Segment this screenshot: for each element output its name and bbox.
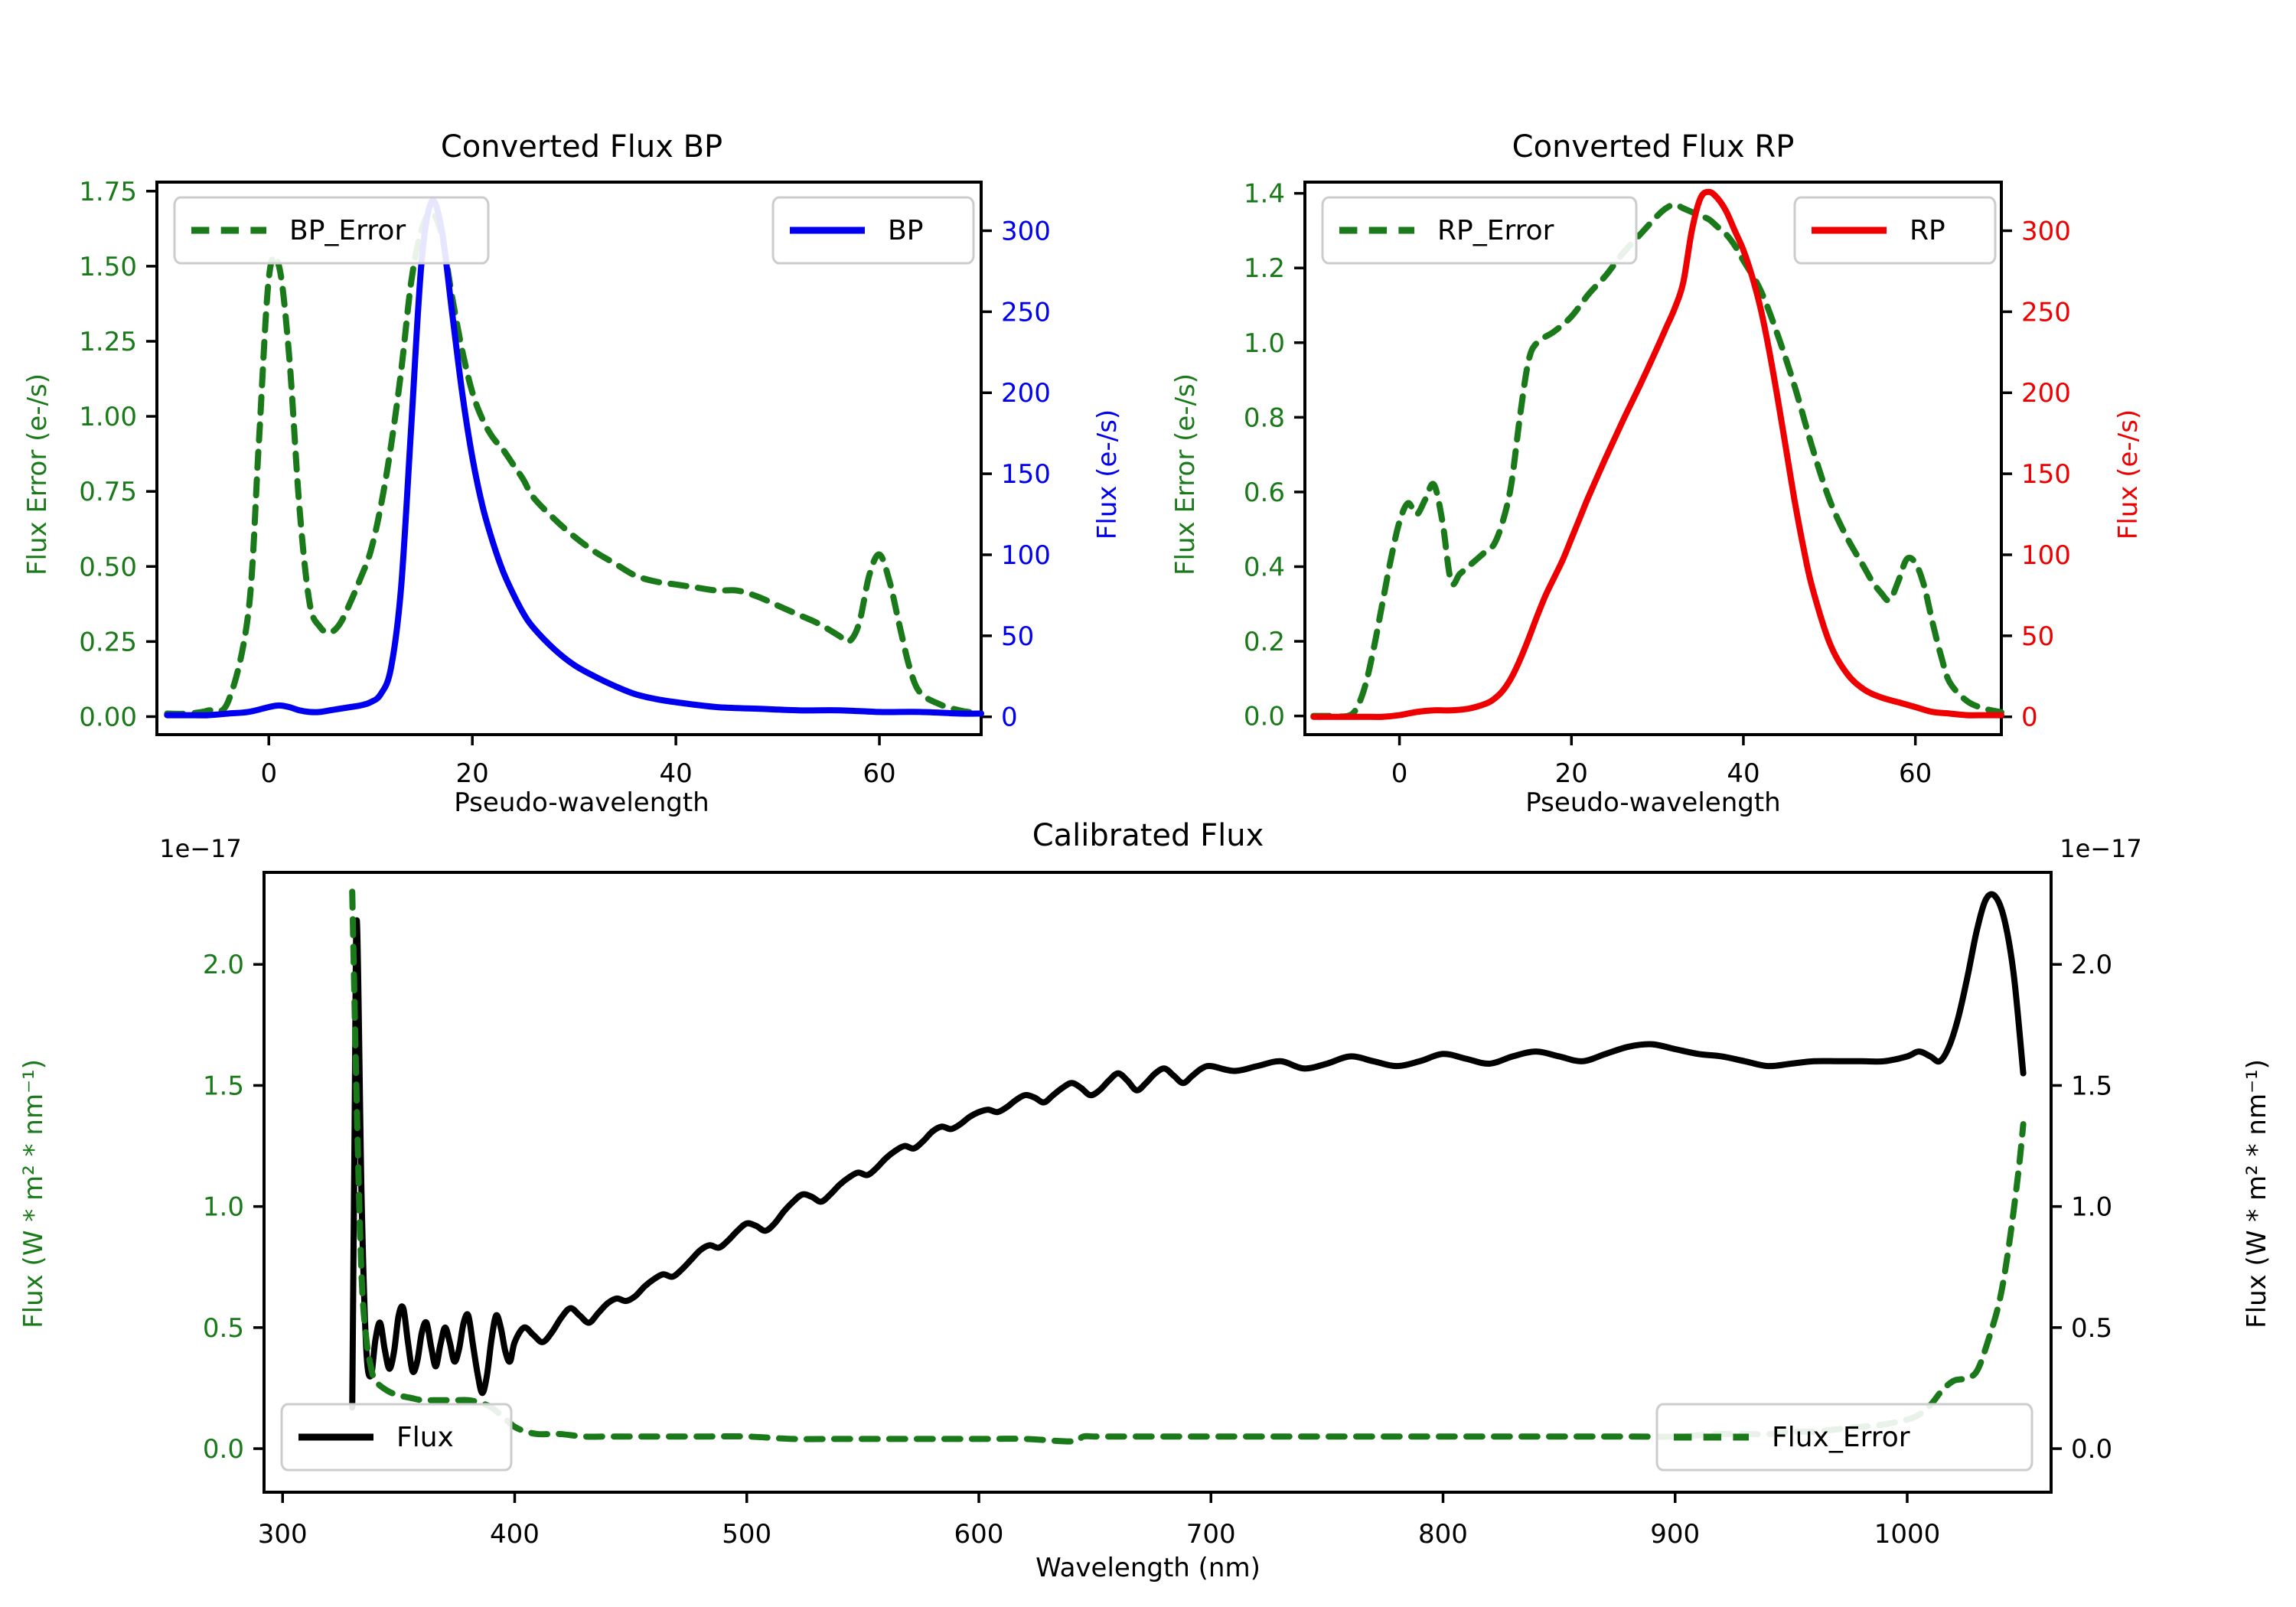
svg-text:200: 200 [2021, 378, 2071, 409]
legend-label: Flux [396, 1422, 454, 1453]
legend-label: RP_Error [1437, 215, 1554, 246]
yaxis-left-label-calibrated: Flux (W * m² * nm⁻¹) [18, 1059, 49, 1328]
chart-converted-flux-rp: Converted Flux RP 0 20 40 60 0.0 0.2 0.4 0.6 0.8… [1170, 129, 2144, 818]
svg-text:0.0: 0.0 [1244, 702, 1285, 732]
svg-text:20: 20 [1555, 758, 1588, 789]
svg-text:0: 0 [1391, 758, 1408, 789]
svg-text:1.4: 1.4 [1244, 179, 1285, 210]
yaxis-right-offset-text: 1e−17 [2060, 834, 2142, 863]
svg-text:60: 60 [1899, 758, 1932, 789]
svg-text:2.0: 2.0 [2071, 950, 2112, 980]
yaxis-left-offset-text: 1e−17 [159, 834, 242, 863]
svg-text:0.0: 0.0 [2071, 1434, 2112, 1465]
svg-text:1.50: 1.50 [79, 252, 137, 282]
svg-text:150: 150 [1001, 459, 1051, 490]
legend-label: BP_Error [289, 215, 406, 246]
svg-text:1.00: 1.00 [79, 402, 137, 432]
series-rp_error [1310, 201, 2004, 720]
svg-text:40: 40 [1727, 758, 1760, 789]
svg-text:1.2: 1.2 [1244, 253, 1285, 284]
svg-text:1.5: 1.5 [2071, 1071, 2112, 1101]
yaxis-right-label-calibrated: Flux (W * m² * nm⁻¹) [2242, 1059, 2272, 1328]
svg-text:1.75: 1.75 [79, 177, 137, 207]
svg-text:150: 150 [2021, 459, 2071, 490]
panel-title-calibrated: Calibrated Flux [1032, 818, 1264, 853]
svg-text:60: 60 [863, 758, 895, 789]
panel-converted-flux-bp: Converted Flux BP 0 20 40 60 0.00 0.25 0.50 0.7… [0, 0, 1148, 818]
svg-text:0.25: 0.25 [79, 627, 137, 657]
svg-text:700: 700 [1186, 1519, 1236, 1550]
series-bp [164, 197, 984, 719]
svg-text:0.6: 0.6 [1244, 478, 1285, 508]
svg-text:200: 200 [1001, 378, 1051, 409]
svg-text:0.00: 0.00 [79, 702, 137, 732]
xaxis-label-calibrated: Wavelength (nm) [1035, 1553, 1261, 1583]
panel-title-bp: Converted Flux BP [441, 129, 722, 165]
xaxis-label-bp: Pseudo-wavelength [454, 787, 709, 818]
svg-text:1.0: 1.0 [2071, 1192, 2112, 1223]
svg-text:0.4: 0.4 [1244, 552, 1285, 582]
legend-label: BP [888, 215, 923, 246]
legend-flux-error[interactable]: Flux_Error [1655, 1403, 2033, 1472]
svg-text:0.2: 0.2 [1244, 627, 1285, 657]
legend-bp-error[interactable]: BP_Error [173, 196, 490, 265]
svg-text:1000: 1000 [1874, 1519, 1941, 1550]
svg-text:40: 40 [659, 758, 692, 789]
svg-text:0.75: 0.75 [79, 477, 137, 507]
svg-text:2.0: 2.0 [203, 950, 244, 980]
yaxis-right-label-rp: Flux (e-/s) [2113, 409, 2144, 539]
yaxis-left-label-bp: Flux Error (e-/s) [22, 373, 53, 575]
svg-text:50: 50 [1001, 621, 1034, 652]
legend-rp[interactable]: RP [1793, 196, 1997, 265]
yaxis-left-label-rp: Flux Error (e-/s) [1170, 373, 1201, 575]
svg-text:0.5: 0.5 [2071, 1313, 2112, 1344]
svg-text:100: 100 [2021, 540, 2071, 571]
svg-text:1.0: 1.0 [203, 1192, 244, 1223]
svg-text:1.25: 1.25 [79, 327, 137, 357]
svg-text:400: 400 [490, 1519, 540, 1550]
series-bp_error [164, 209, 984, 717]
xaxis-label-rp: Pseudo-wavelength [1525, 787, 1780, 818]
svg-text:0: 0 [2021, 702, 2038, 733]
legend-flux[interactable]: Flux [280, 1403, 513, 1472]
svg-text:300: 300 [1001, 217, 1051, 247]
svg-text:500: 500 [722, 1519, 771, 1550]
svg-text:300: 300 [2021, 217, 2071, 247]
legend-rp-error[interactable]: RP_Error [1321, 196, 1638, 265]
svg-text:250: 250 [1001, 297, 1051, 328]
svg-text:100: 100 [1001, 540, 1051, 571]
series-flux [349, 891, 2027, 1411]
series-rp [1310, 188, 2004, 720]
svg-text:600: 600 [954, 1519, 1004, 1550]
svg-text:900: 900 [1650, 1519, 1700, 1550]
svg-text:0.0: 0.0 [203, 1434, 244, 1465]
svg-text:50: 50 [2021, 621, 2054, 652]
chart-converted-flux-bp: Converted Flux BP 0 20 40 60 0.00 0.25 0.50 0.7… [22, 129, 1123, 818]
svg-text:0.8: 0.8 [1244, 403, 1285, 433]
svg-text:0.5: 0.5 [203, 1313, 244, 1344]
series-flux_error [349, 888, 2027, 1445]
svg-text:0: 0 [260, 758, 277, 789]
svg-text:800: 800 [1418, 1519, 1468, 1550]
legend-bp[interactable]: BP [771, 196, 975, 265]
svg-text:300: 300 [258, 1519, 308, 1550]
legend-label: Flux_Error [1772, 1422, 1910, 1453]
yaxis-right-label-bp: Flux (e-/s) [1092, 409, 1123, 539]
svg-text:0.50: 0.50 [79, 552, 137, 582]
svg-text:20: 20 [456, 758, 489, 789]
svg-text:250: 250 [2021, 297, 2071, 328]
panel-title-rp: Converted Flux RP [1512, 129, 1795, 165]
legend-label: RP [1910, 215, 1945, 246]
svg-text:1.0: 1.0 [1244, 328, 1285, 359]
svg-text:0: 0 [1001, 702, 1018, 733]
chart-calibrated-flux: Calibrated Flux 1e−17 1e−17 300 400 500 600… [18, 818, 2272, 1583]
svg-text:1.5: 1.5 [203, 1071, 244, 1101]
panel-converted-flux-rp: Converted Flux RP 0 20 40 60 0.0 0.2 0.4 0.6 0.8… [1148, 0, 2296, 818]
panel-calibrated-flux: Calibrated Flux 1e−17 1e−17 300 400 500 600… [0, 811, 2296, 1607]
